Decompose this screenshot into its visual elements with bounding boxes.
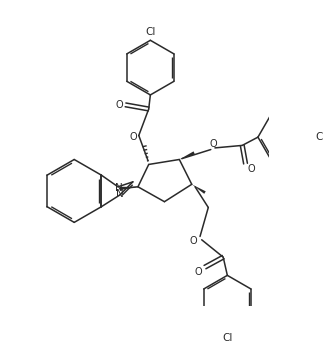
Text: Cl: Cl [145,27,156,37]
Text: O: O [247,164,255,175]
Text: N: N [115,183,123,193]
Polygon shape [120,187,138,190]
Polygon shape [179,152,195,160]
Text: O: O [209,139,217,149]
Text: O: O [194,267,202,277]
Text: N: N [116,189,123,199]
Text: Cl: Cl [316,132,323,142]
Text: Cl: Cl [222,333,233,343]
Text: O: O [129,132,137,142]
Text: O: O [190,236,197,246]
Text: O: O [116,100,124,110]
Polygon shape [192,184,206,194]
